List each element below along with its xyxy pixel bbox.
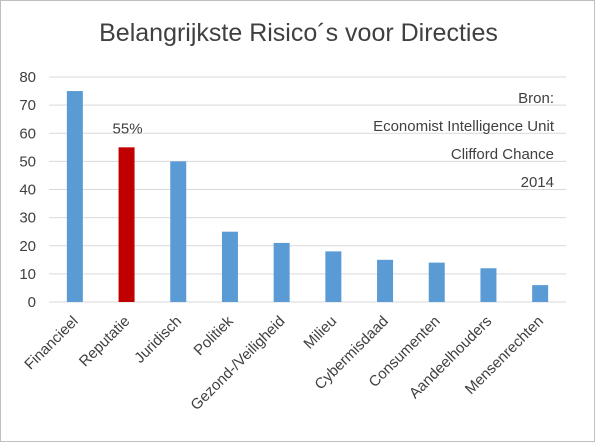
bar	[221, 231, 238, 302]
y-tick-label: 40	[19, 182, 36, 199]
y-tick-label: 80	[19, 69, 36, 86]
bar	[377, 259, 394, 302]
x-category-label: Reputatie	[76, 313, 133, 370]
y-tick-label: 50	[19, 153, 36, 170]
bar	[118, 147, 135, 302]
y-axis-ticks: 0 10 20 30 40 50 60 70 80	[19, 69, 36, 311]
bars	[66, 91, 549, 302]
bar	[480, 268, 497, 302]
bar	[66, 91, 83, 302]
y-tick-label: 70	[19, 97, 36, 114]
source-note-line: 2014	[521, 174, 554, 191]
source-note-line: Clifford Chance	[451, 146, 554, 163]
data-label: 55%	[113, 120, 143, 137]
source-note-line: Bron:	[518, 90, 554, 107]
x-category-label: Financieel	[21, 313, 81, 373]
bar	[532, 285, 549, 302]
bar	[273, 242, 290, 302]
source-annotation: Bron: Economist Intelligence Unit Clifford…	[373, 90, 555, 191]
x-category-label: Juridisch	[131, 313, 185, 367]
gridlines	[49, 76, 566, 303]
x-category-label: Politiek	[191, 312, 238, 359]
y-tick-label: 20	[19, 238, 36, 255]
bar	[325, 251, 342, 302]
chart-title: Belangrijkste Risico´s voor Directies	[99, 19, 498, 47]
bar	[170, 161, 187, 302]
y-tick-label: 30	[19, 210, 36, 227]
x-category-label: Milieu	[300, 313, 340, 353]
x-category-label: Gezond-/Veiligheid	[187, 313, 288, 414]
y-tick-label: 10	[19, 266, 36, 283]
bar	[428, 262, 445, 302]
y-tick-label: 0	[28, 294, 36, 311]
y-tick-label: 60	[19, 125, 36, 142]
source-note-line: Economist Intelligence Unit	[373, 118, 555, 135]
data-labels: 55%	[113, 120, 143, 137]
